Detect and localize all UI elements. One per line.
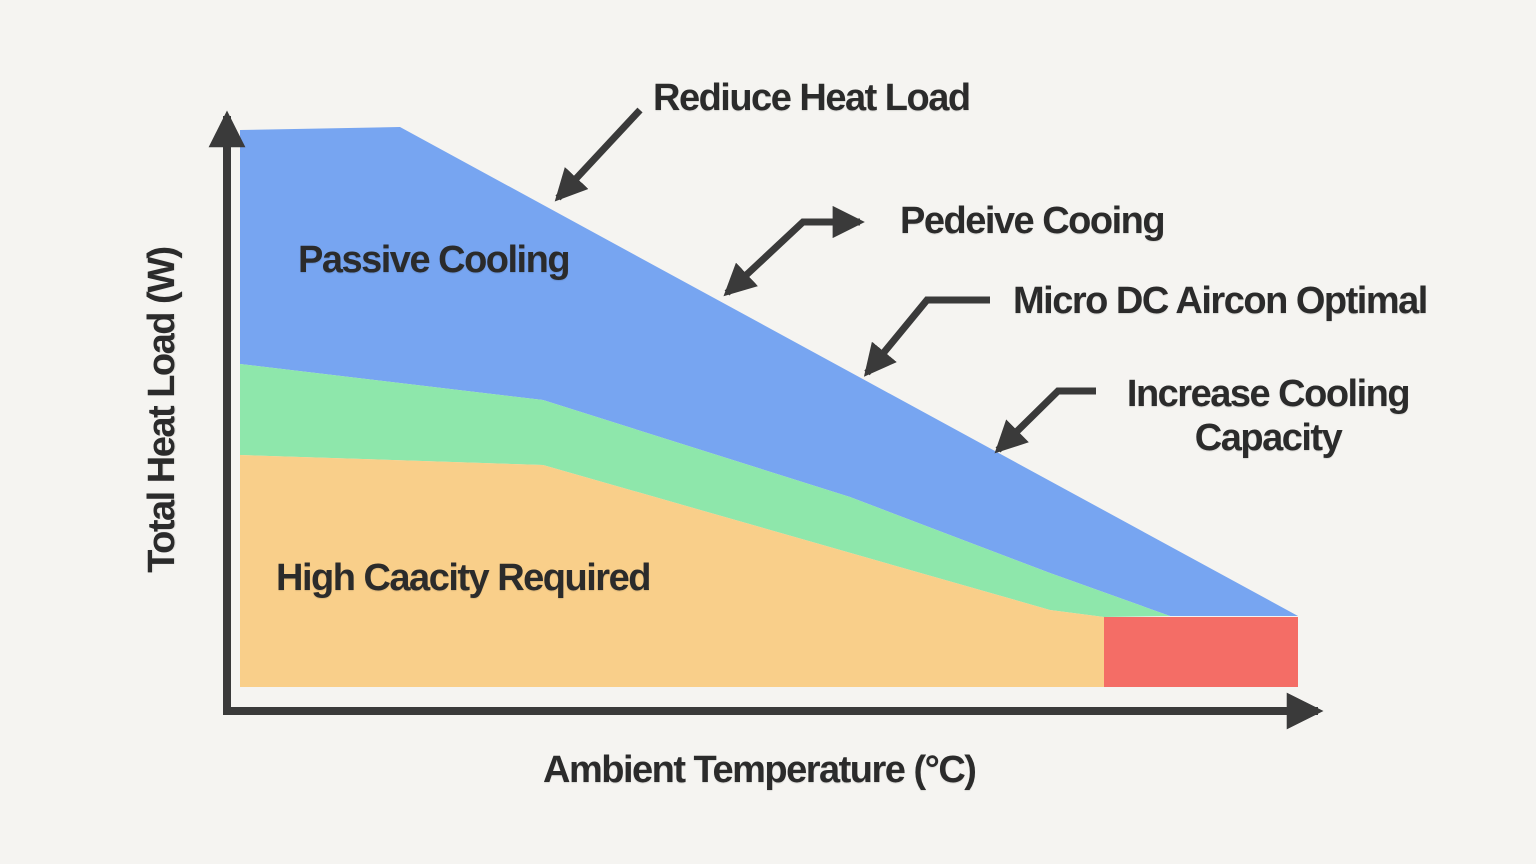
region-middle-band-area xyxy=(240,364,1170,617)
region-critical-zone-area xyxy=(1104,617,1298,687)
region-label-high-capacity-required: High Caacity Required xyxy=(276,557,651,599)
region-high-capacity-area xyxy=(240,455,1298,687)
annotation-increase-cooling-capacity: Increase Cooling Capacity xyxy=(1103,372,1433,460)
annotation-increase-cooling-line2: Capacity xyxy=(1194,417,1343,460)
arrow-rediuce-heat-load xyxy=(554,107,643,202)
annotation-increase-cooling-line1: Increase Cooling xyxy=(1126,373,1411,415)
arrow-micro-dc-aircon xyxy=(863,296,990,377)
x-axis-label: Ambient Temperature (°C) xyxy=(543,749,977,791)
annotation-pedeive-cooing: Pedeive Cooing xyxy=(900,200,1166,242)
arrow-pedeive-cooing xyxy=(723,205,865,297)
region-label-passive-cooling: Passive Cooling xyxy=(298,239,571,281)
annotation-micro-dc-aircon-optimal: Micro DC Aircon Optimal xyxy=(1013,280,1428,322)
y-axis-label: Total Heat Load (W) xyxy=(140,247,183,573)
annotation-rediuce-heat-load: Rediuce Heat Load xyxy=(653,77,971,119)
arrow-increase-cooling xyxy=(994,387,1096,454)
region-passive-cooling-area xyxy=(240,127,1298,616)
